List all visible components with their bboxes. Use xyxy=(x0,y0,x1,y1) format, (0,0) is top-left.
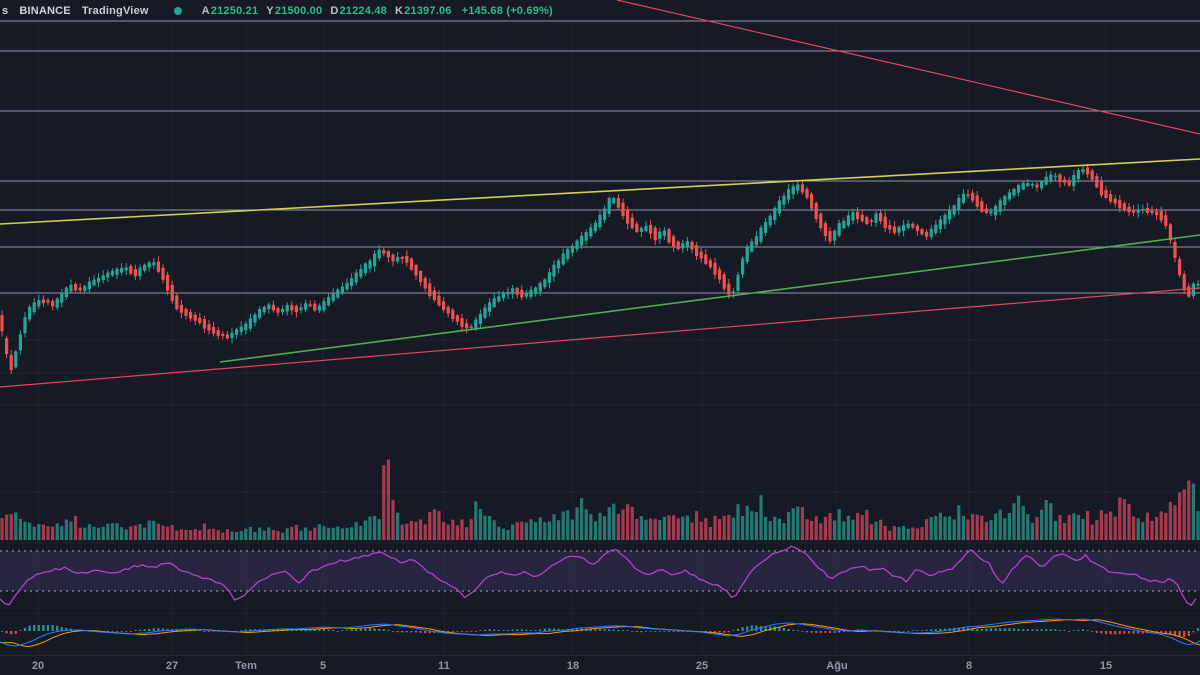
axis-tick-Tem: Tem xyxy=(235,660,257,672)
ohlc-low-label: D xyxy=(330,5,339,17)
ohlc-close-label: K xyxy=(394,5,404,17)
ohlc-low-value: 21224.48 xyxy=(339,5,387,17)
symbol-fragment[interactable]: s xyxy=(2,5,9,17)
axis-tick-5: 5 xyxy=(319,660,327,672)
chart-legend: s BINANCE TradingView A 21250.21 Y 21500.00… xyxy=(2,2,553,20)
ohlc-open-value: 21250.21 xyxy=(210,5,259,17)
date-axis[interactable]: 20 27 Tem 5 11 18 25 Ağu 8 15 xyxy=(0,655,1200,675)
axis-tick-18: 18 xyxy=(566,660,580,672)
market-status-icon xyxy=(173,7,182,15)
axis-tick-27: 27 xyxy=(165,660,179,672)
ohlc-high-label: Y xyxy=(266,5,274,17)
platform-label[interactable]: TradingView xyxy=(81,5,149,17)
ohlc-readout: A 21250.21 Y 21500.00 D 21224.48 K 21397.06 +145… xyxy=(202,5,553,17)
axis-tick-25: 25 xyxy=(695,660,709,672)
axis-tick-11: 11 xyxy=(438,660,450,672)
change-value: +145.68 (+0.69%) xyxy=(461,5,553,17)
axis-tick-15: 15 xyxy=(1099,660,1113,672)
exchange-label[interactable]: BINANCE xyxy=(19,5,71,17)
axis-tick-20: 20 xyxy=(31,660,45,672)
axis-tick-8: 8 xyxy=(965,660,973,672)
ohlc-high-value: 21500.00 xyxy=(274,5,323,17)
axis-tick-Ağu: Ağu xyxy=(826,660,848,672)
ohlc-close-value: 21397.06 xyxy=(404,5,452,17)
ohlc-open-label: A xyxy=(201,5,210,17)
